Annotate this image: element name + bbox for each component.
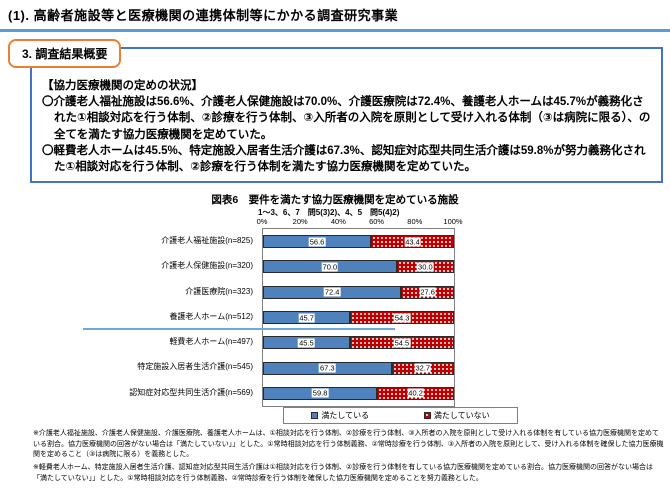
bar-value-label: 59.8 <box>311 388 329 398</box>
bar-value-label: 54.5 <box>393 338 411 348</box>
bar-value-label: 45.5 <box>298 338 315 348</box>
summary-box: 【協力医療機関の定めの状況】 〇介護老人福祉施設は56.6%、介護老人保健施設は… <box>30 47 663 183</box>
title-divider-rule <box>0 29 670 32</box>
bar-segment-not-fulfilled <box>349 336 454 350</box>
bar-value-label: 70.0 <box>321 262 339 272</box>
chart-subtitle: 1～3、6、7 問5(3)2)、4、5 問5(4)2) <box>258 208 400 217</box>
category-label: 軽費老人ホーム(n=497) <box>169 337 253 347</box>
x-axis-tick: 40% <box>330 217 346 226</box>
bar-value-label: 30.0 <box>417 262 434 272</box>
summary-content: 【協力医療機関の定めの状況】 〇介護老人福祉施設は56.6%、介護老人保健施設は… <box>42 77 652 176</box>
category-label: 養護老人ホーム(n=512) <box>169 311 253 321</box>
chart-legend: 満たしている 満たしていない <box>283 407 518 424</box>
bar-value-label: 40.2 <box>407 388 424 398</box>
bar-value-label: 72.4 <box>323 287 341 297</box>
bar-value-label: 32.7 <box>414 363 432 373</box>
summary-paragraph-2: 〇軽費老人ホームは45.5%、特定施設入居者生活介護は67.3%、認知症対応型共… <box>42 144 646 174</box>
obligation-divider-line <box>83 328 395 330</box>
legend-label: 満たしている <box>321 411 370 420</box>
chart-title: 図表6 要件を満たす協力医療機関を定めている施設 <box>211 194 459 206</box>
section-badge: 3. 調査結果概要 <box>8 39 122 68</box>
legend-swatch-not-fulfilled <box>423 412 431 419</box>
bar-value-label: 54.3 <box>393 313 411 322</box>
x-axis-tick: 80% <box>407 217 423 226</box>
x-axis-tick-labels: 0% 20% 40% 60% 80% 100% <box>0 217 670 227</box>
bar-value-label: 45.7 <box>298 313 315 322</box>
x-axis-tick: 60% <box>369 217 385 226</box>
bar-value-label: 27.6 <box>419 287 436 297</box>
bar-value-label: 67.3 <box>318 363 336 373</box>
x-axis-tick: 100% <box>443 217 463 226</box>
legend-swatch-fulfilled <box>311 412 319 419</box>
category-label: 特定施設入居者生活介護(n=545) <box>137 362 253 372</box>
category-label: 介護医療院(n=323) <box>185 286 253 296</box>
bar-value-label: 43.4 <box>404 237 421 247</box>
legend-label: 満たしていない <box>433 411 490 420</box>
footnote-1: ※介護老人福祉施設、介護老人保健施設、介護医療院、養護老人ホームは、①相談対応を… <box>33 430 664 458</box>
category-label: 介護老人福祉施設(n=825) <box>161 236 253 245</box>
bar-value-label: 56.6 <box>308 237 326 247</box>
legend-item: 満たしている <box>311 410 369 421</box>
page-title: (1). 高齢者施設等と医療機関の連携体制等にかかる調査研究事業 <box>8 8 399 23</box>
chart-category-labels: 介護老人福祉施設(n=825) 介護老人保健施設(n=320) 介護医療院(n=32… <box>0 228 258 405</box>
summary-paragraph-1: 〇介護老人福祉施設は56.6%、介護老人保健施設は70.0%、介護医療院は72.… <box>42 96 651 141</box>
x-axis-tick: 20% <box>292 217 308 226</box>
category-label: 介護老人保健施設(n=320) <box>161 261 253 271</box>
category-label: 認知症対応型共同生活介護(n=569) <box>129 387 253 397</box>
chart-plot-area: 56.6 43.4 70.0 30.0 72.4 27.6 45.7 54.3 45.5 54.5… <box>262 228 455 407</box>
summary-heading: 【協力医療機関の定めの状況】 <box>42 80 203 92</box>
footnote-2: ※軽費老人ホーム、特定施設入居者生活介護、認知症対応型共同生活介護は①相談対応を… <box>33 464 653 482</box>
legend-item: 満たしていない <box>423 410 490 421</box>
x-axis-tick: 0% <box>256 217 268 226</box>
